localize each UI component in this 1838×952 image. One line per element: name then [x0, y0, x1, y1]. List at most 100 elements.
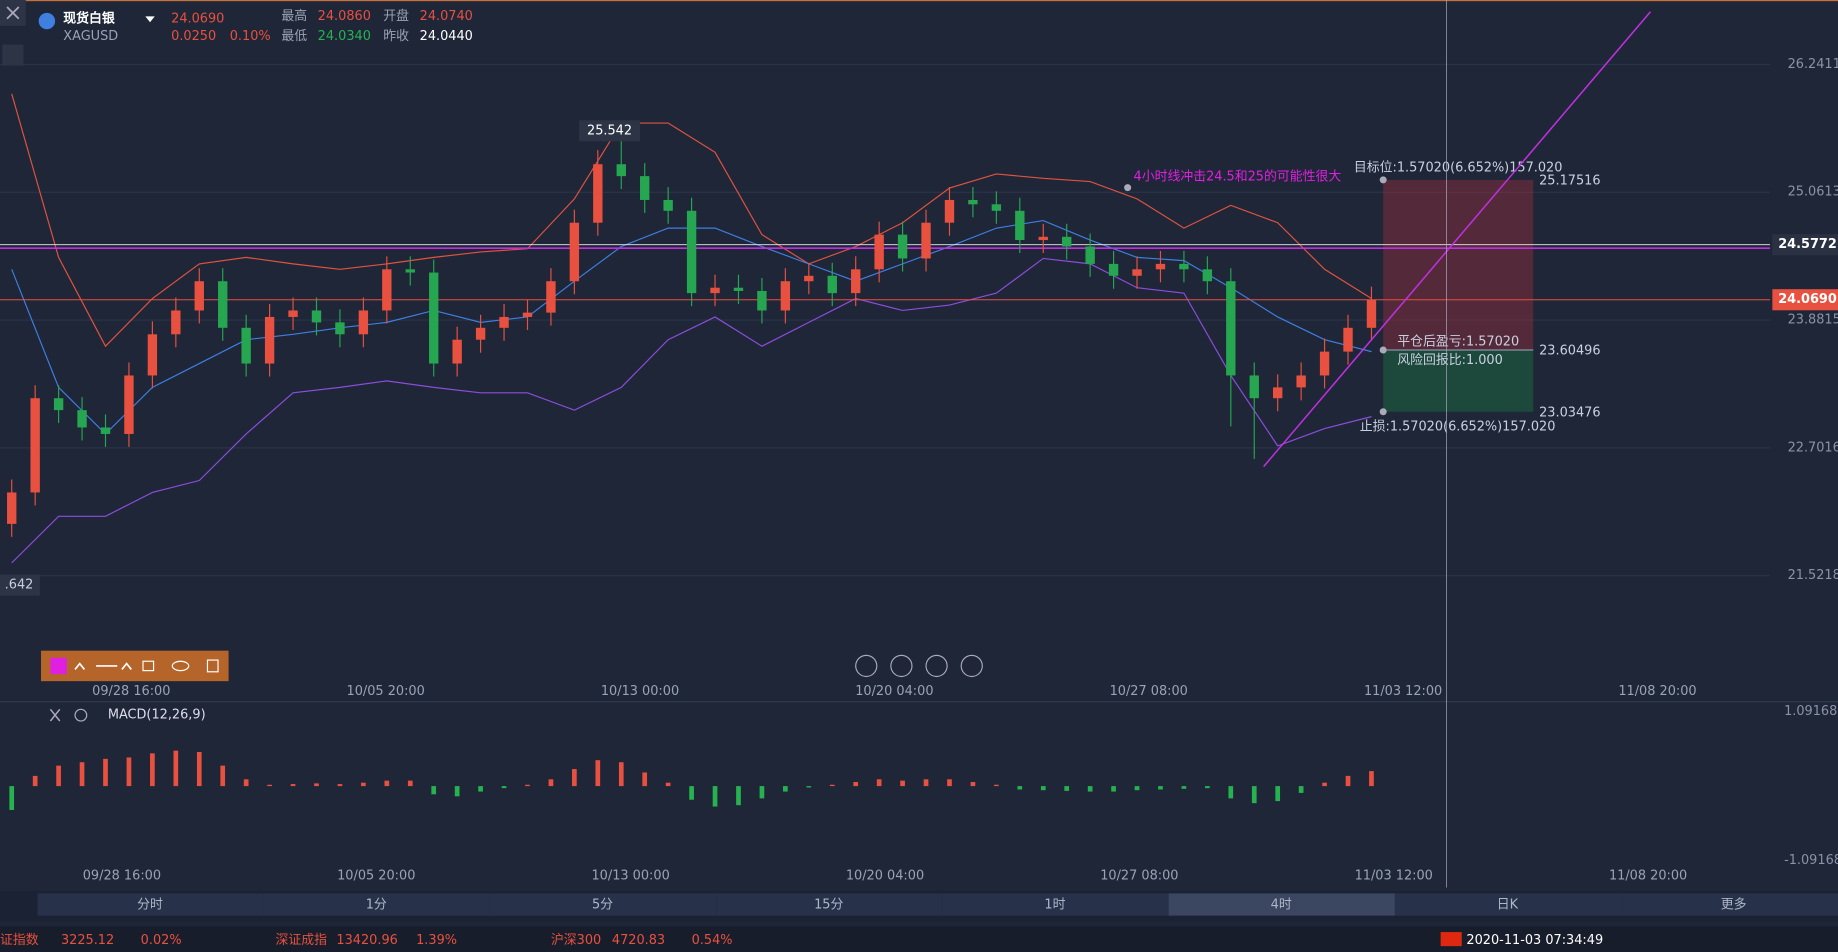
macd-bar: [1345, 775, 1351, 787]
flag: [1440, 932, 1462, 947]
macd-bar: [79, 762, 85, 787]
y-tick-label: 25.0613: [1788, 185, 1838, 200]
candle-body: [1273, 387, 1283, 399]
macd-bar: [173, 750, 179, 787]
tab[interactable]: [942, 893, 1169, 916]
handle[interactable]: [1379, 176, 1387, 184]
macd-bar: [1322, 782, 1327, 787]
draw-tool[interactable]: [2, 44, 24, 66]
macd-bar: [103, 758, 108, 787]
price-tag: [1772, 234, 1838, 256]
candle-body: [194, 281, 204, 311]
change-pct: 0.10%: [230, 29, 271, 44]
candle-body: [264, 316, 275, 364]
macd-bar: [595, 760, 601, 787]
scroll-right[interactable]: [925, 654, 948, 678]
macd-bar: [431, 786, 437, 795]
tab[interactable]: [1621, 893, 1838, 916]
ticker-name: 深证成指: [275, 933, 327, 948]
candle-body: [968, 199, 978, 205]
macd-bar: [267, 784, 272, 787]
tab[interactable]: [489, 893, 717, 916]
candle-body: [1343, 327, 1353, 352]
color-swatch[interactable]: [50, 657, 67, 675]
macd-bar: [876, 779, 882, 787]
macd-bar: [290, 784, 296, 787]
x-tick-label: 11/03 12:00: [1364, 684, 1442, 699]
zoom-controls: [855, 654, 983, 678]
y-tick-label: 22.7016: [1788, 440, 1838, 455]
macd-close[interactable]: [49, 708, 61, 722]
tab[interactable]: [1394, 893, 1622, 916]
macd-bar: [665, 782, 671, 787]
macd-bar: [478, 786, 483, 792]
x-tick-label: 11/08 20:00: [1609, 868, 1687, 883]
candle-body: [429, 272, 439, 364]
macd-bar: [150, 753, 155, 787]
pnl-label: 平仓后盈亏:1.57020: [1397, 334, 1519, 349]
annotation-anchor: [1124, 184, 1132, 192]
handle[interactable]: [1379, 346, 1387, 354]
left-label: .642: [5, 578, 34, 593]
candle-body: [710, 287, 720, 294]
macd-title: MACD(12,26,9): [108, 708, 206, 723]
annotation: 4小时线冲击24.5和25的可能性很大: [1134, 169, 1342, 185]
macd-bar: [220, 765, 226, 787]
macd-bar: [1017, 786, 1023, 790]
x-tick-label: 10/27 08:00: [1100, 868, 1178, 883]
tab-label: 1时: [1044, 898, 1065, 913]
datetime: 2020-11-03 07:34:49: [1466, 933, 1603, 948]
macd-bar: [1158, 786, 1163, 790]
dropdown-arrow[interactable]: [145, 16, 155, 23]
candle-body: [53, 398, 64, 411]
candle-body: [1085, 246, 1095, 264]
lock-icon[interactable]: [142, 660, 155, 672]
candle-body: [640, 176, 650, 200]
candle-body: [382, 269, 392, 311]
candle-body: [100, 427, 111, 434]
candle-body: [288, 310, 298, 317]
tab-label: 15分: [814, 898, 843, 913]
tab[interactable]: [37, 893, 264, 916]
tab-label: 4时: [1271, 898, 1292, 913]
macd-settings[interactable]: [74, 708, 88, 722]
candle-body: [1155, 263, 1166, 270]
toolbar-icons[interactable]: [74, 662, 132, 670]
macd-bar: [56, 765, 61, 787]
ticker-change: 0.54%: [692, 933, 733, 948]
candle-body: [1179, 263, 1189, 270]
price-tag-label: 24.0690: [1778, 292, 1837, 307]
target-zone: [1383, 179, 1534, 351]
zoom-in[interactable]: [960, 654, 983, 678]
symbol-name: 现货白银: [63, 10, 115, 26]
candle-body: [30, 398, 40, 493]
candle-body: [827, 275, 837, 294]
close-icon: [6, 6, 20, 20]
candle-body: [546, 281, 556, 313]
macd-bar: [759, 786, 765, 799]
tab[interactable]: [716, 893, 943, 916]
scroll-left[interactable]: [890, 654, 913, 678]
candle-body: [1038, 236, 1048, 241]
macd-bar: [994, 784, 999, 787]
stat-value: 24.0340: [318, 29, 371, 44]
handle[interactable]: [1379, 408, 1387, 416]
macd-bar: [1064, 786, 1070, 791]
macd-bar: [1275, 786, 1281, 802]
candle-body: [991, 204, 1002, 211]
candle-body: [171, 310, 181, 335]
tab[interactable]: [263, 893, 490, 916]
macd-bar: [1369, 771, 1374, 787]
y-tick-label: 21.5218: [1788, 568, 1838, 583]
candle-body: [1296, 375, 1306, 388]
macd-bar: [970, 782, 976, 787]
x-tick-label: 10/27 08:00: [1110, 684, 1188, 699]
x-tick-label: 10/20 04:00: [846, 868, 924, 883]
y-tick-label: 23.8815: [1788, 313, 1838, 328]
trash-icon[interactable]: [206, 659, 219, 673]
x-tick-label: 11/08 20:00: [1618, 684, 1696, 699]
zoom-out[interactable]: [855, 654, 878, 678]
left-tag: [0, 574, 40, 596]
eye-icon[interactable]: [171, 660, 190, 672]
tab[interactable]: [1168, 893, 1395, 916]
